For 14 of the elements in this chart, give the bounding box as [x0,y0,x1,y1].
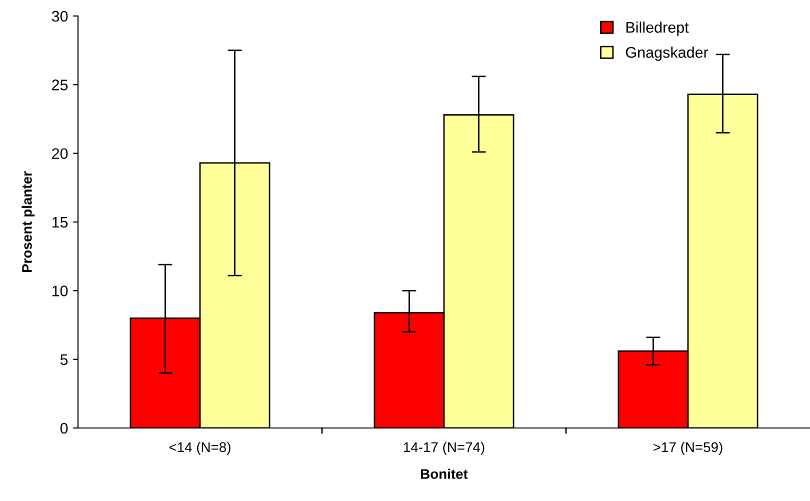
y-tick-label: 30 [52,10,68,22]
y-tick-label: 5 [60,354,68,366]
x-tick-label: <14 (N=8) [169,442,230,455]
y-tick-label: 15 [52,217,68,228]
y-tick-label: 25 [52,80,68,90]
x-axis-title: Bonitet [421,468,468,479]
y-tick-label: 0 [60,422,68,434]
x-tick-label: >17 (N=59) [654,442,722,455]
y-tick-label: 10 [52,286,68,296]
y-axis-title: Prosent planter [22,171,35,272]
legend-label: Gnagskader [626,46,708,61]
x-tick-label: 14-17 (N=74) [404,442,484,455]
legend-label: Billedrept [626,22,689,36]
y-tick-label: 20 [52,148,68,160]
